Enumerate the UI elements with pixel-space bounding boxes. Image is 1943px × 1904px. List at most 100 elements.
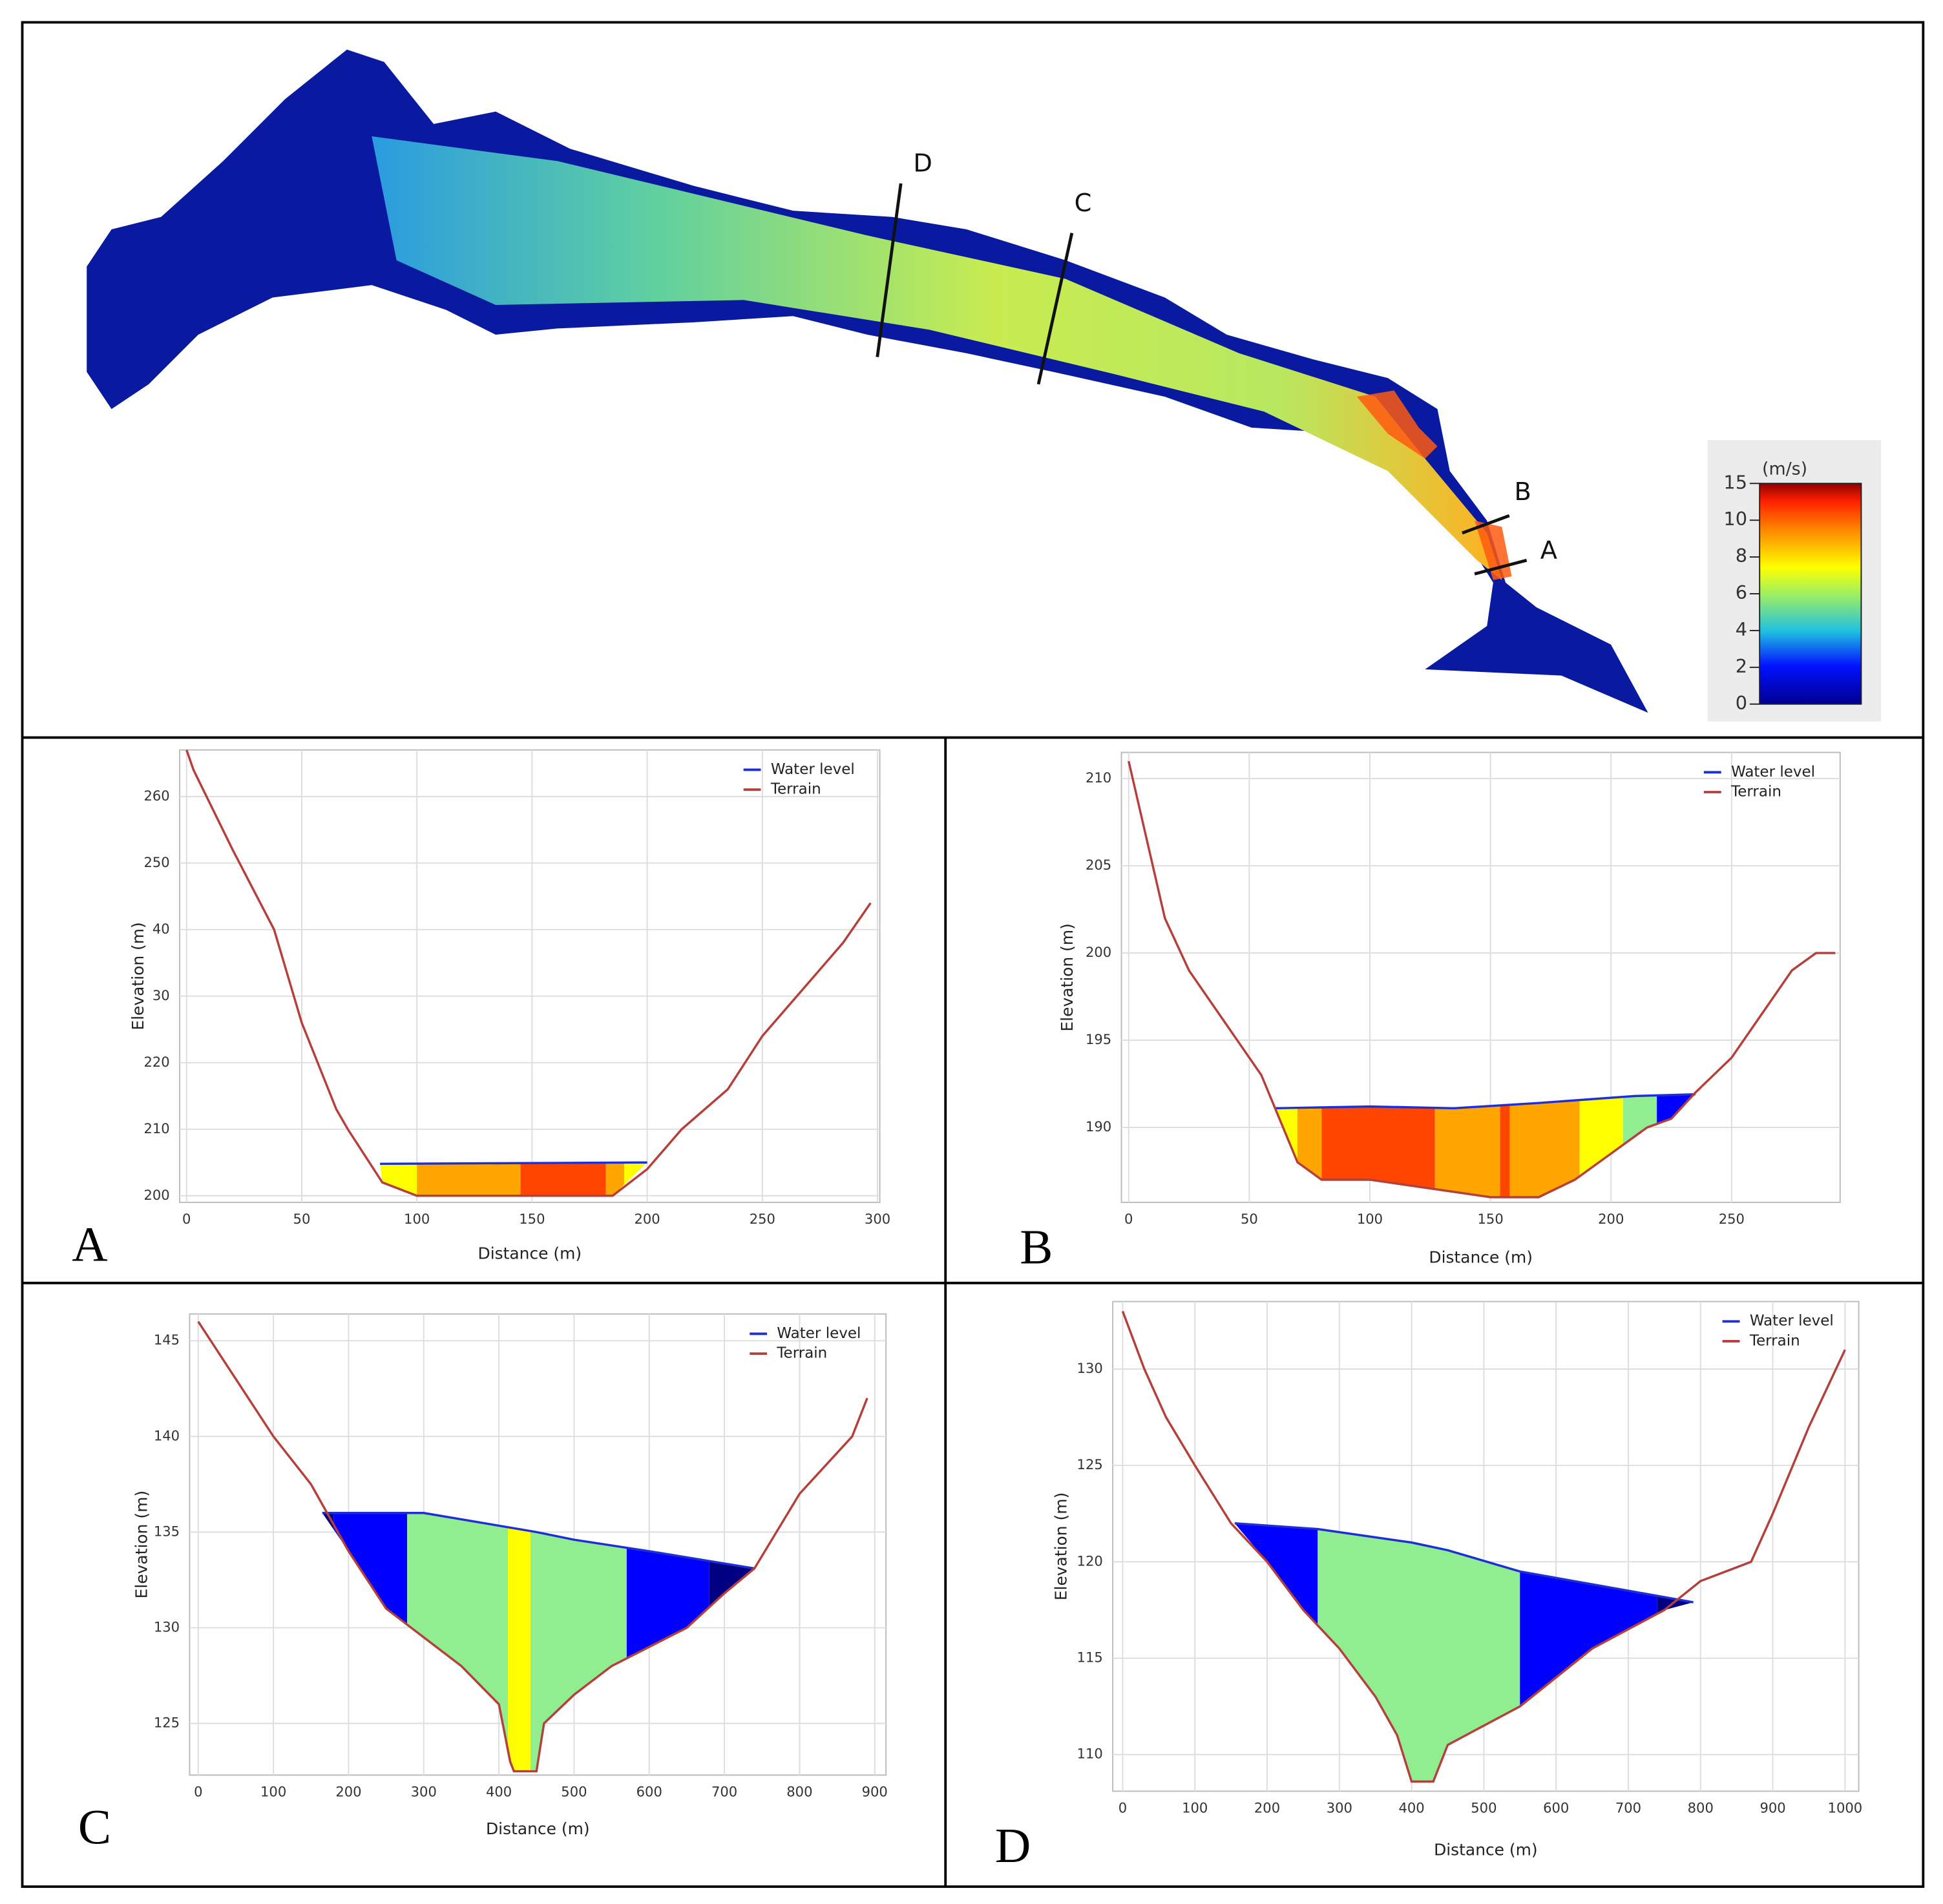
colorbar-unit: (m/s) — [1762, 459, 1807, 479]
x-tick-label: 900 — [862, 1783, 888, 1799]
series-line — [380, 1161, 647, 1166]
x-tick-label: 800 — [786, 1783, 812, 1799]
x-axis-title: Distance (m) — [478, 1244, 582, 1263]
x-tick-label: 200 — [335, 1783, 361, 1799]
section-label: C — [1075, 189, 1092, 218]
series-line — [322, 1512, 755, 1570]
y-tick-label: 40 — [152, 921, 170, 937]
section-line — [1036, 233, 1074, 385]
series-line — [1276, 1093, 1696, 1110]
x-tick-label: 200 — [1598, 1211, 1624, 1227]
panel-label: C — [78, 1799, 111, 1854]
y-tick-label: 200 — [144, 1187, 170, 1203]
panel-label: A — [72, 1217, 107, 1272]
y-tick-label: 220 — [144, 1054, 170, 1070]
panel-label: D — [995, 1818, 1031, 1873]
velocity-map: D C B A (m/s) — [87, 49, 1882, 722]
x-tick-label: 250 — [1719, 1211, 1745, 1227]
velocity-band — [1434, 1094, 1500, 1197]
x-tick-label: 300 — [1327, 1799, 1352, 1815]
series-line — [197, 1321, 868, 1773]
panel-label: B — [1020, 1219, 1053, 1274]
legend-label: Water level — [771, 761, 855, 778]
colorbar-tick-label: 4 — [1736, 618, 1747, 640]
y-tick-label: 110 — [1077, 1746, 1103, 1762]
x-tick-label: 800 — [1688, 1799, 1714, 1815]
y-tick-label: 125 — [154, 1714, 180, 1730]
x-tick-label: 0 — [1124, 1211, 1133, 1227]
legend-label: Terrain — [770, 781, 821, 798]
y-tick-label: 140 — [154, 1427, 180, 1443]
y-tick-label: 135 — [154, 1523, 180, 1539]
series-line — [1234, 1522, 1694, 1604]
x-tick-label: 700 — [711, 1783, 737, 1799]
legend-label: Water level — [1731, 764, 1815, 780]
river-core — [372, 136, 1502, 580]
river-extent — [87, 49, 1648, 713]
x-axis-title: Distance (m) — [486, 1819, 590, 1838]
x-tick-label: 700 — [1615, 1799, 1641, 1815]
chart: 0 50 100 150 200 250 300 200 210 220 30 40 250 260 Wat… — [72, 749, 890, 1272]
y-tick-label: 210 — [144, 1120, 170, 1136]
y-axis-title: Elevation (m) — [1058, 923, 1077, 1031]
y-tick-label: 210 — [1086, 769, 1111, 786]
x-tick-label: 250 — [750, 1211, 775, 1227]
high-velocity-zone — [1356, 390, 1512, 580]
x-tick-label: 50 — [1241, 1211, 1258, 1227]
section-line — [1462, 514, 1510, 535]
velocity-band — [417, 1162, 521, 1196]
y-tick-label: 195 — [1086, 1031, 1111, 1047]
x-tick-label: 300 — [865, 1211, 890, 1227]
x-tick-label: 0 — [1119, 1799, 1127, 1815]
series-line — [185, 749, 872, 1197]
y-tick-label: 130 — [1077, 1360, 1103, 1376]
plot-area — [179, 749, 881, 1204]
section-label: D — [913, 149, 932, 178]
y-tick-label: 120 — [1077, 1553, 1103, 1569]
velocity-band — [508, 1512, 530, 1772]
chart: 0 100 200 300 400 500 600 700 800 900 125 130 135 140… — [78, 1313, 888, 1854]
velocity-band — [1509, 1094, 1580, 1197]
colorbar — [1759, 483, 1862, 705]
y-axis-title: Elevation (m) — [132, 1491, 151, 1598]
y-tick-label: 30 — [152, 987, 170, 1003]
x-tick-label: 50 — [293, 1211, 311, 1227]
x-tick-label: 0 — [182, 1211, 191, 1227]
colorbar-tick-label: 8 — [1736, 545, 1747, 567]
section-label: A — [1540, 536, 1557, 565]
x-tick-label: 150 — [519, 1211, 545, 1227]
x-tick-label: 100 — [1357, 1211, 1383, 1227]
y-tick-label: 205 — [1086, 857, 1111, 873]
legend-label: Water level — [1750, 1313, 1834, 1330]
colorbar-tick-label: 10 — [1723, 508, 1747, 530]
y-tick-label: 115 — [1077, 1649, 1103, 1666]
y-tick-label: 260 — [144, 788, 170, 804]
x-tick-label: 150 — [1478, 1211, 1504, 1227]
x-tick-label: 100 — [1182, 1799, 1208, 1815]
x-axis-title: Distance (m) — [1429, 1248, 1533, 1266]
chart: 0 50 100 150 200 250 190 195 200 205 210 Water leve… — [1020, 751, 1841, 1274]
section-label: B — [1514, 477, 1531, 507]
x-tick-label: 100 — [260, 1783, 286, 1799]
x-tick-label: 600 — [636, 1783, 662, 1799]
x-tick-label: 200 — [634, 1211, 660, 1227]
y-axis-title: Elevation (m) — [129, 922, 147, 1030]
figure-border — [21, 21, 1925, 1888]
colorbar-tick-label: 6 — [1736, 581, 1747, 603]
series-line — [1121, 1310, 1846, 1783]
velocity-band — [1500, 1094, 1510, 1197]
x-tick-label: 500 — [561, 1783, 587, 1799]
x-tick-label: 400 — [1398, 1799, 1424, 1815]
x-tick-label: 1000 — [1828, 1799, 1863, 1815]
y-tick-label: 200 — [1086, 944, 1111, 960]
y-tick-label: 130 — [154, 1618, 180, 1635]
chart: 0 100 200 300 400 500 600 700 800 900 1000 110 115 12… — [995, 1301, 1863, 1873]
y-tick-label: 145 — [154, 1332, 180, 1348]
section-line — [876, 183, 903, 357]
colorbar-tick-label: 0 — [1736, 692, 1747, 714]
colorbar-tick-label: 15 — [1723, 471, 1747, 493]
x-axis-title: Distance (m) — [1434, 1840, 1538, 1859]
colorbar-tick-label: 2 — [1736, 655, 1747, 677]
x-tick-label: 300 — [411, 1783, 437, 1799]
